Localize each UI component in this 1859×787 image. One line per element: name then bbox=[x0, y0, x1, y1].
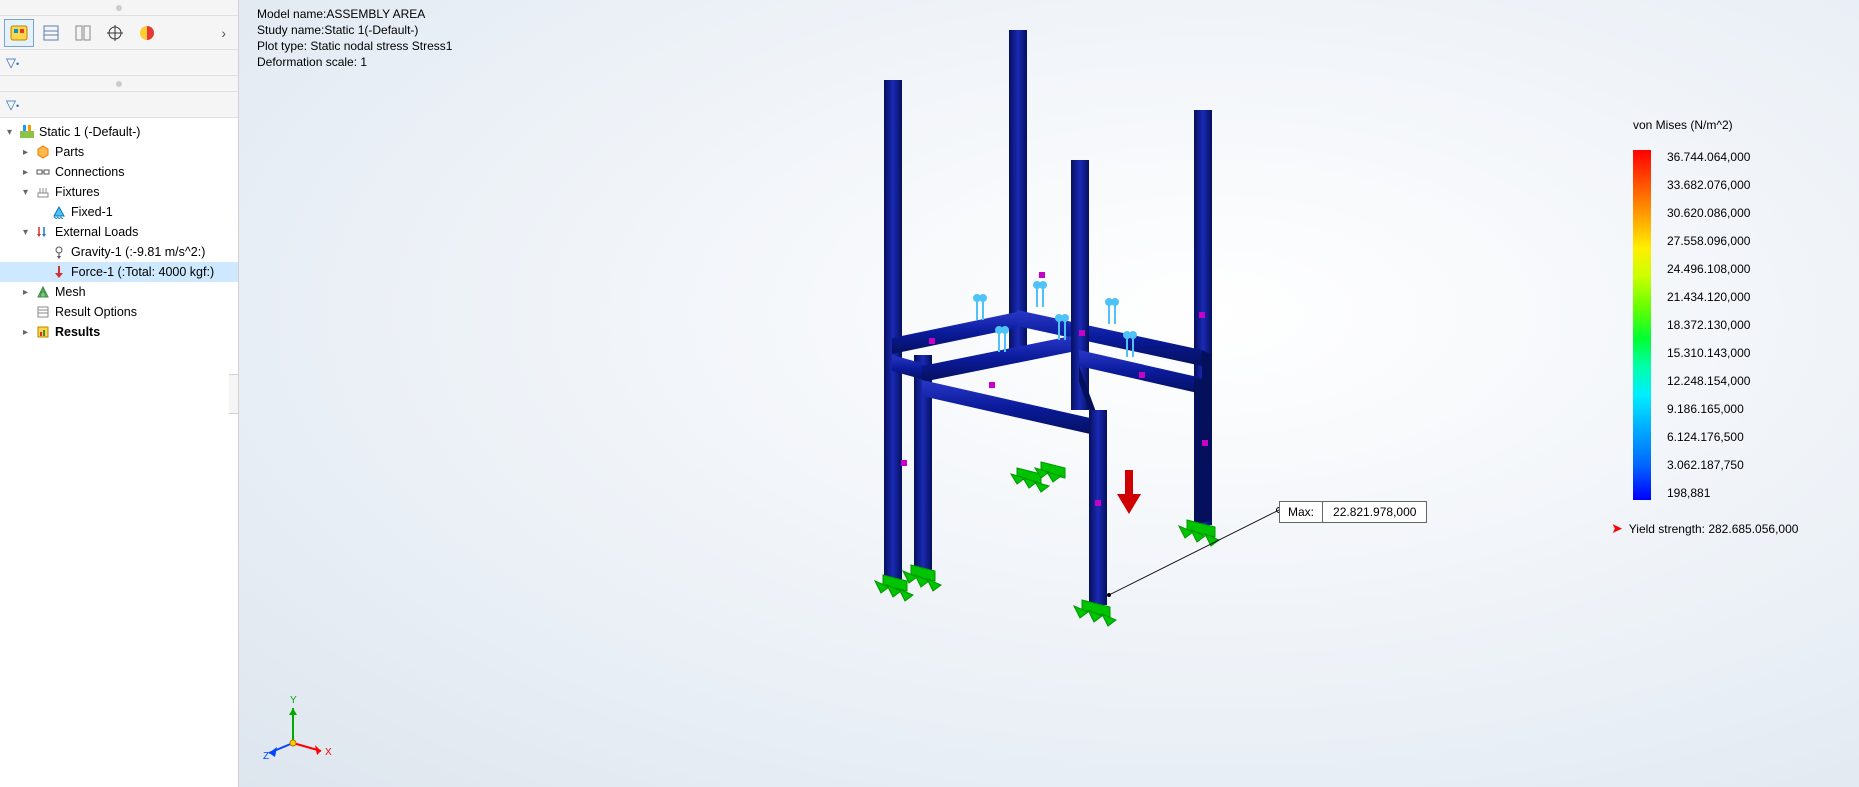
filter-icon[interactable]: ▽• bbox=[6, 97, 19, 113]
tree-fixtures[interactable]: ▾ Fixtures bbox=[0, 182, 238, 202]
legend-tick: 33.682.076,000 bbox=[1667, 178, 1750, 192]
legend-title: von Mises (N/m^2) bbox=[1633, 118, 1813, 132]
tree-mesh[interactable]: ▸ Mesh bbox=[0, 282, 238, 302]
tree-connections-label: Connections bbox=[55, 165, 125, 179]
tree-gravity-label: Gravity-1 (:-9.81 m/s^2:) bbox=[71, 245, 205, 259]
tree-parts-label: Parts bbox=[55, 145, 84, 159]
tree-force-label: Force-1 (:Total: 4000 kgf:) bbox=[71, 265, 214, 279]
tree-gravity-1[interactable]: ▸ Gravity-1 (:-9.81 m/s^2:) bbox=[0, 242, 238, 262]
filter-icon[interactable]: ▽• bbox=[6, 55, 19, 71]
tree-fixtures-label: Fixtures bbox=[55, 185, 99, 199]
panel-divider bbox=[0, 76, 238, 92]
collapse-icon[interactable]: ▾ bbox=[20, 187, 31, 198]
tree-mesh-label: Mesh bbox=[55, 285, 86, 299]
connections-icon bbox=[35, 165, 51, 179]
expand-icon[interactable]: ▸ bbox=[20, 147, 31, 158]
legend-ticks: 36.744.064,000 33.682.076,000 30.620.086… bbox=[1667, 150, 1750, 500]
fixed-icon bbox=[51, 205, 67, 219]
force-icon bbox=[51, 265, 67, 279]
graphics-viewport[interactable]: Model name:ASSEMBLY AREA Study name:Stat… bbox=[239, 0, 1859, 787]
expand-icon[interactable]: ▸ bbox=[20, 287, 31, 298]
legend-tick: 36.744.064,000 bbox=[1667, 150, 1750, 164]
results-icon bbox=[35, 325, 51, 339]
gravity-icon bbox=[51, 245, 67, 259]
triad-z-label: Z bbox=[263, 751, 269, 762]
info-plot-type: Plot type: Static nodal stress Stress1 bbox=[257, 38, 452, 54]
arrow-right-icon: ➤ bbox=[1611, 520, 1623, 537]
tree-force-1[interactable]: ▸ Force-1 (:Total: 4000 kgf:) bbox=[0, 262, 238, 282]
tree-connections[interactable]: ▸ Connections bbox=[0, 162, 238, 182]
triad-x-label: X bbox=[325, 747, 332, 758]
external-loads-icon bbox=[35, 225, 51, 239]
stress-color-legend[interactable]: von Mises (N/m^2) 36.744.064,000 33.682.… bbox=[1633, 118, 1813, 537]
tab-configuration-manager[interactable] bbox=[68, 19, 98, 47]
info-deformation-scale: Deformation scale: 1 bbox=[257, 54, 452, 70]
legend-gradient-bar bbox=[1633, 150, 1651, 500]
callout-label: Max: bbox=[1280, 502, 1323, 522]
legend-tick: 12.248.154,000 bbox=[1667, 374, 1750, 388]
panel-splitter-handle[interactable] bbox=[229, 374, 239, 414]
callout-value: 22.821.978,000 bbox=[1323, 502, 1426, 522]
tab-dimxpert-manager[interactable] bbox=[100, 19, 130, 47]
tree-result-options[interactable]: ▸ Result Options bbox=[0, 302, 238, 322]
max-value-callout[interactable]: Max: 22.821.978,000 bbox=[1279, 501, 1427, 523]
legend-tick: 30.620.086,000 bbox=[1667, 206, 1750, 220]
fea-model-render bbox=[639, 20, 1289, 640]
legend-tick: 6.124.176,500 bbox=[1667, 430, 1750, 444]
yield-strength-label: Yield strength: 282.685.056,000 bbox=[1629, 522, 1799, 536]
tree-results-label: Results bbox=[55, 325, 100, 339]
study-icon bbox=[19, 124, 35, 140]
mesh-icon bbox=[35, 285, 51, 299]
legend-tick: 9.186.165,000 bbox=[1667, 402, 1750, 416]
filter-row-1: ▽• bbox=[0, 50, 238, 76]
legend-tick: 21.434.120,000 bbox=[1667, 290, 1750, 304]
collapse-icon[interactable]: ▾ bbox=[4, 127, 15, 138]
legend-tick: 15.310.143,000 bbox=[1667, 346, 1750, 360]
triad-y-label: Y bbox=[290, 695, 297, 706]
tree-results[interactable]: ▸ Results bbox=[0, 322, 238, 342]
simulation-study-tree: ▾ Static 1 (-Default-) ▸ Parts ▸ Connect… bbox=[0, 118, 238, 787]
fixtures-icon bbox=[35, 185, 51, 199]
expand-icon[interactable]: ▸ bbox=[20, 327, 31, 338]
expand-icon[interactable]: ▸ bbox=[20, 167, 31, 178]
parts-icon bbox=[35, 145, 51, 159]
legend-tick: 198,881 bbox=[1667, 486, 1750, 500]
info-study-name: Study name:Static 1(-Default-) bbox=[257, 22, 452, 38]
tabs-overflow-chevron[interactable]: › bbox=[213, 25, 234, 41]
legend-tick: 24.496.108,000 bbox=[1667, 262, 1750, 276]
tree-external-loads[interactable]: ▾ External Loads bbox=[0, 222, 238, 242]
yield-strength-marker: ➤ Yield strength: 282.685.056,000 bbox=[1611, 520, 1813, 537]
tree-fixed1-label: Fixed-1 bbox=[71, 205, 113, 219]
tree-study-root[interactable]: ▾ Static 1 (-Default-) bbox=[0, 122, 238, 142]
collapse-icon[interactable]: ▾ bbox=[20, 227, 31, 238]
result-options-icon bbox=[35, 305, 51, 319]
legend-tick: 3.062.187,750 bbox=[1667, 458, 1750, 472]
plot-info-overlay: Model name:ASSEMBLY AREA Study name:Stat… bbox=[257, 6, 452, 70]
legend-tick: 27.558.096,000 bbox=[1667, 234, 1750, 248]
filter-row-2: ▽• bbox=[0, 92, 238, 118]
manager-tabs: › bbox=[0, 16, 238, 50]
info-model-name: Model name:ASSEMBLY AREA bbox=[257, 6, 452, 22]
tree-fixed-1[interactable]: ▸ Fixed-1 bbox=[0, 202, 238, 222]
tab-feature-manager[interactable] bbox=[4, 19, 34, 47]
tree-result-options-label: Result Options bbox=[55, 305, 137, 319]
tree-external-loads-label: External Loads bbox=[55, 225, 138, 239]
left-panel: › ▽• ▽• ▾ Static 1 (-Default-) ▸ Parts ▸… bbox=[0, 0, 239, 787]
view-triad[interactable]: X Y Z bbox=[263, 693, 333, 763]
tree-study-label: Static 1 (-Default-) bbox=[39, 125, 140, 139]
legend-tick: 18.372.130,000 bbox=[1667, 318, 1750, 332]
panel-grip-top bbox=[0, 0, 238, 16]
tab-property-manager[interactable] bbox=[36, 19, 66, 47]
tab-display-manager[interactable] bbox=[132, 19, 162, 47]
tree-parts[interactable]: ▸ Parts bbox=[0, 142, 238, 162]
